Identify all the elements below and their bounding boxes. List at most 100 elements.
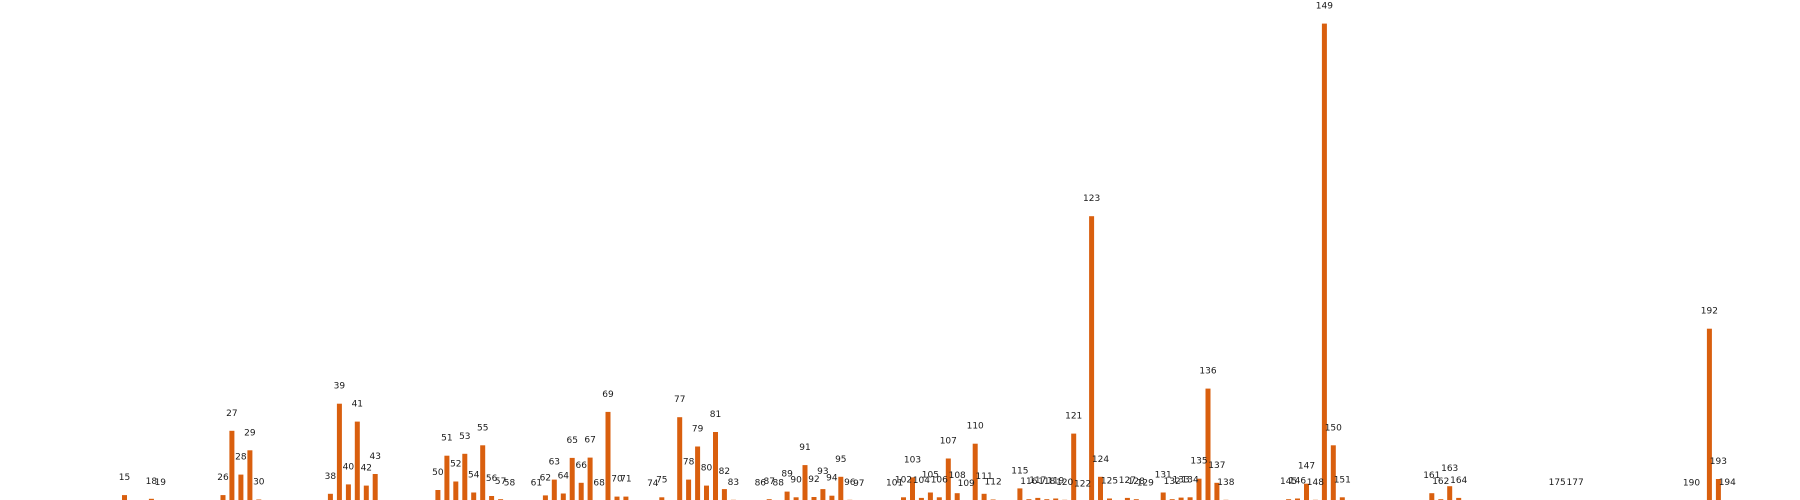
bar-55 [480,445,486,500]
bar-43 [372,474,378,500]
bar-107 [945,458,951,500]
bar-label-117: 117 [1029,476,1046,486]
bar-label-54: 54 [468,471,480,481]
bar-label-175: 175 [1549,478,1566,488]
bar-label-77: 77 [674,395,685,405]
bar-70 [614,496,620,500]
bar-label-19: 19 [155,478,167,488]
bar-79 [695,446,701,500]
bar-label-101: 101 [886,478,903,488]
bar-135 [1196,478,1202,500]
bar-label-15: 15 [119,473,130,483]
bar-111 [981,493,987,500]
bar-label-125: 125 [1101,477,1118,487]
bar-label-50: 50 [432,468,444,478]
bar-label-192: 192 [1701,307,1718,317]
bar-label-136: 136 [1199,367,1216,377]
bar-103 [910,477,915,500]
bar-label-61: 61 [531,478,542,488]
bar-93 [820,489,826,500]
bar-label-30: 30 [253,478,265,488]
bar-label-193: 193 [1710,457,1727,467]
bar-label-148: 148 [1307,478,1324,488]
bar-115 [1017,488,1023,500]
bar-label-135: 135 [1190,457,1207,467]
bar-label-94: 94 [826,474,838,484]
bar-104 [918,497,924,500]
bar-28 [238,474,244,500]
bar-label-102: 102 [895,475,912,485]
bar-label-97: 97 [853,479,864,489]
bar-label-164: 164 [1450,476,1467,486]
bar-146 [1295,498,1300,500]
bar-label-75: 75 [656,475,667,485]
bar-label-123: 123 [1083,194,1100,204]
bar-117 [1035,497,1041,500]
bar-149 [1321,23,1327,500]
bar-131 [1160,492,1166,500]
bar-label-51: 51 [441,434,452,444]
bar-137 [1214,482,1220,500]
bar-193 [1715,479,1721,500]
bar-77 [677,417,683,500]
bar-label-138: 138 [1217,478,1234,488]
bar-label-18: 18 [146,477,158,487]
bar-label-129: 129 [1137,478,1154,488]
bar-label-64: 64 [558,472,570,482]
bar-80 [704,485,709,500]
bar-label-194: 194 [1719,478,1736,488]
bar-110 [972,443,978,500]
bar-label-161: 161 [1423,471,1440,481]
bar-119 [1053,498,1059,500]
bar-136 [1205,388,1211,500]
bar-label-93: 93 [817,467,828,477]
bar-label-146: 146 [1289,477,1306,487]
bar-52 [453,481,459,500]
bar-label-65: 65 [566,436,577,446]
bar-label-41: 41 [352,400,363,410]
bar-label-177: 177 [1567,478,1584,488]
bar-label-90: 90 [790,475,802,485]
bar-label-58: 58 [504,478,516,488]
bar-15 [122,495,127,500]
bar-102 [901,497,906,500]
bar-label-106: 106 [931,475,948,485]
bar-95 [838,476,844,500]
bar-91 [802,465,808,500]
bar-label-69: 69 [602,390,614,400]
bar-label-67: 67 [584,436,595,446]
bar-67 [587,457,593,500]
bar-26 [220,495,226,500]
bar-label-134: 134 [1182,475,1199,485]
bar-label-149: 149 [1316,2,1333,12]
bar-label-83: 83 [728,478,739,488]
bar-label-79: 79 [692,425,704,435]
bar-label-108: 108 [949,471,966,481]
bar-label-86: 86 [755,478,767,488]
bar-label-104: 104 [913,476,930,486]
bar-label-82: 82 [719,467,730,477]
bar-label-121: 121 [1065,412,1082,422]
bar-label-28: 28 [235,453,247,463]
bar-121 [1071,433,1077,500]
bar-124 [1098,476,1103,500]
bar-label-78: 78 [683,458,695,468]
bar-label-122: 122 [1074,479,1091,489]
bar-label-29: 29 [244,428,256,438]
bar-90 [793,497,799,500]
bar-66 [578,482,584,500]
bar-label-116: 116 [1020,477,1037,487]
bar-label-81: 81 [710,410,721,420]
bar-label-43: 43 [369,452,380,462]
bar-123 [1089,216,1095,500]
bar-134 [1187,497,1193,500]
bar-label-163: 163 [1441,464,1458,474]
bars-group [122,23,1721,500]
bar-label-74: 74 [647,479,659,489]
bar-82 [721,489,727,500]
bar-label-137: 137 [1208,461,1225,471]
bar-label-63: 63 [549,458,560,468]
bar-label-38: 38 [325,472,337,482]
bar-71 [623,496,629,500]
